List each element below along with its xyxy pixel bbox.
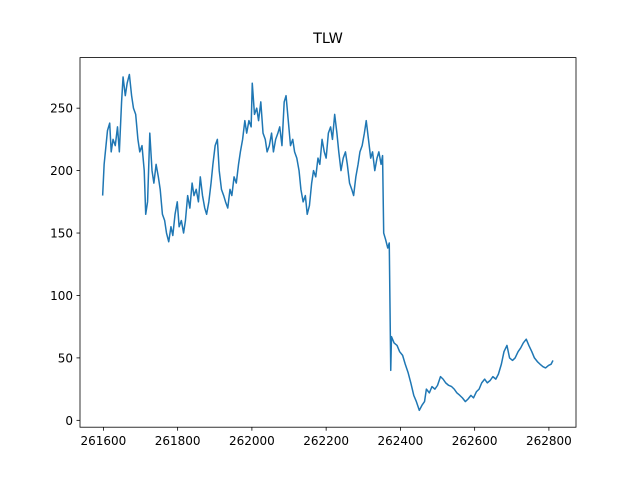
x-tick-label: 262600 bbox=[452, 434, 498, 448]
y-tick-label: 150 bbox=[50, 227, 73, 241]
y-tick-label: 100 bbox=[50, 289, 73, 303]
x-tick-label: 262000 bbox=[229, 434, 275, 448]
plot-frame bbox=[79, 57, 577, 428]
y-tick-label: 0 bbox=[65, 414, 73, 428]
x-tick-label: 262800 bbox=[526, 434, 572, 448]
y-tick-label: 250 bbox=[50, 102, 73, 116]
x-tick-label: 261600 bbox=[80, 434, 126, 448]
x-tick-label: 262400 bbox=[377, 434, 423, 448]
chart-title: TLW bbox=[312, 31, 343, 47]
data-line bbox=[101, 73, 554, 412]
y-tick-label: 50 bbox=[58, 351, 73, 365]
x-tick-label: 262200 bbox=[303, 434, 349, 448]
y-tick-label: 200 bbox=[50, 164, 73, 178]
x-tick-label: 261800 bbox=[155, 434, 201, 448]
